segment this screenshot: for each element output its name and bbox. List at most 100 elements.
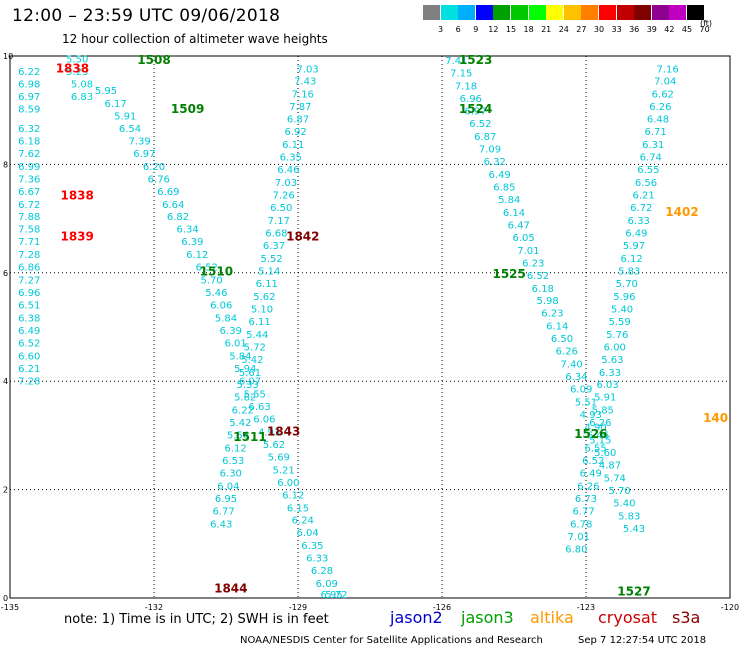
track-a-value: 6.17 — [104, 99, 126, 110]
legend-tick-label: 30 — [593, 25, 605, 34]
track-b-value: 5.33 — [236, 380, 258, 391]
track-c-value: 6.14 — [503, 208, 525, 219]
track-west-value: 6.18 — [18, 136, 40, 147]
track-b-value: 6.11 — [256, 279, 278, 290]
legend-swatch — [493, 5, 511, 20]
track-west-value: 7.28 — [18, 376, 40, 387]
pass-label: 1527 — [617, 584, 650, 598]
track-c-value: 5.51 — [575, 398, 597, 409]
track-c-value: 5.70 — [608, 486, 630, 497]
x-tick-label: -129 — [289, 603, 307, 612]
track-a-value: 5.94 — [234, 364, 256, 375]
track-a-value: 6.00 — [277, 478, 299, 489]
track-west-inner-value: 5.50 — [66, 55, 88, 66]
track-a-value: 6.15 — [287, 503, 309, 514]
track-b-value: 5.10 — [251, 304, 273, 315]
track-b-value: 7.03 — [296, 64, 318, 75]
track-b-value: 6.12 — [224, 444, 246, 455]
track-d-value: 6.55 — [637, 165, 659, 176]
track-b-value: 6.22 — [232, 406, 254, 417]
track-b-value: 5.61 — [239, 368, 261, 379]
pass-label: 1510 — [200, 265, 233, 279]
track-d-value: 5.70 — [616, 279, 638, 290]
track-c-value: 5.40 — [613, 498, 635, 509]
track-a-value: 6.01 — [224, 339, 246, 350]
sat-label-s3a: s3a — [672, 608, 701, 627]
track-c-value: 4.90 — [584, 423, 606, 434]
track-c-value: 5.15 — [589, 436, 611, 447]
track-d-value: 6.26 — [577, 482, 599, 493]
track-d-value: 6.26 — [589, 418, 611, 429]
track-a-value: 5.55 — [244, 389, 266, 400]
chart-subtitle: 12 hour collection of altimeter wave hei… — [62, 32, 328, 46]
track-a-value: 6.82 — [167, 212, 189, 223]
legend-swatch — [546, 5, 564, 20]
track-a-value: 6.12 — [186, 250, 208, 261]
track-c-value: 6.26 — [556, 347, 578, 358]
track-b-value: 6.11 — [282, 140, 304, 151]
track-b-value: 6.11 — [248, 317, 270, 328]
pass-label: 1508 — [137, 53, 170, 67]
track-west-value: 6.96 — [18, 288, 40, 299]
track-a-value: 5.69 — [268, 452, 290, 463]
legend-swatch — [581, 5, 599, 20]
pass-label: 1838 — [60, 189, 93, 203]
track-b-value: 6.50 — [270, 203, 292, 214]
legend-tick-label: 12 — [488, 25, 499, 34]
plot-frame — [9, 55, 731, 599]
track-west-value: 7.27 — [18, 276, 40, 287]
legend-tick-label: 21 — [541, 25, 552, 34]
track-a-value: 6.35 — [301, 541, 323, 552]
legend-swatch — [458, 5, 476, 20]
pass-label: 1525 — [492, 267, 525, 281]
track-a-value: 6.04 — [296, 528, 318, 539]
legend-swatch — [651, 5, 669, 20]
track-a-value: 5.72 — [325, 590, 347, 601]
track-west-value: 6.86 — [18, 263, 40, 274]
track-b-value: 6.04 — [217, 482, 239, 493]
track-west-value: 6.49 — [18, 326, 40, 337]
track-c-value: 7.09 — [479, 144, 501, 155]
track-a-value: 6.24 — [292, 516, 314, 527]
track-d-value: 6.49 — [580, 469, 602, 480]
track-d-value: 6.74 — [640, 153, 662, 164]
track-west-inner-value: 6.83 — [71, 92, 93, 103]
pass-label: 140 — [703, 411, 728, 425]
footnote: note: 1) Time is in UTC; 2) SWH is in fe… — [64, 612, 329, 627]
track-c-value: 6.87 — [474, 132, 496, 143]
track-a-value: 6.39 — [181, 237, 203, 248]
x-tick-label: -120 — [721, 603, 739, 612]
track-west-value: 6.38 — [18, 314, 40, 325]
track-c-value: 6.09 — [570, 385, 592, 396]
track-d-value: 5.40 — [611, 304, 633, 315]
track-west-value: 6.51 — [18, 301, 40, 312]
track-west-value: 6.97 — [18, 92, 40, 103]
track-d-value: 6.73 — [575, 494, 597, 505]
x-tick-label: -135 — [1, 603, 19, 612]
pass-label: 1842 — [286, 229, 319, 243]
track-b-value: 7.17 — [268, 216, 290, 227]
track-a-value: 5.70 — [200, 276, 222, 287]
track-b-value: 6.53 — [222, 456, 244, 467]
x-tick-label: -123 — [577, 603, 595, 612]
track-west-value: 7.28 — [18, 250, 40, 261]
track-d-value: 6.72 — [630, 203, 652, 214]
track-d-value: 6.00 — [604, 342, 626, 353]
legend-tick-label: 45 — [681, 25, 693, 34]
track-west-value: 6.21 — [18, 364, 40, 375]
track-a-value: 6.69 — [157, 187, 179, 198]
track-c-value: 6.18 — [532, 284, 554, 295]
track-a-value: 6.39 — [220, 326, 242, 337]
legend-swatch — [616, 5, 634, 20]
track-west-value: 6.52 — [18, 339, 40, 350]
track-west-value: 6.32 — [18, 124, 40, 135]
pass-label: 1523 — [459, 53, 492, 67]
track-d-value: 6.71 — [644, 127, 666, 138]
track-d-value: 6.26 — [649, 102, 671, 113]
track-c-value: 5.84 — [498, 195, 520, 206]
track-b-value: 5.72 — [244, 342, 266, 353]
credit-line: NOAA/NESDIS Center for Satellite Applica… — [240, 635, 543, 646]
track-b-value: 6.77 — [212, 507, 234, 518]
track-b-value: 5.42 — [241, 355, 263, 366]
